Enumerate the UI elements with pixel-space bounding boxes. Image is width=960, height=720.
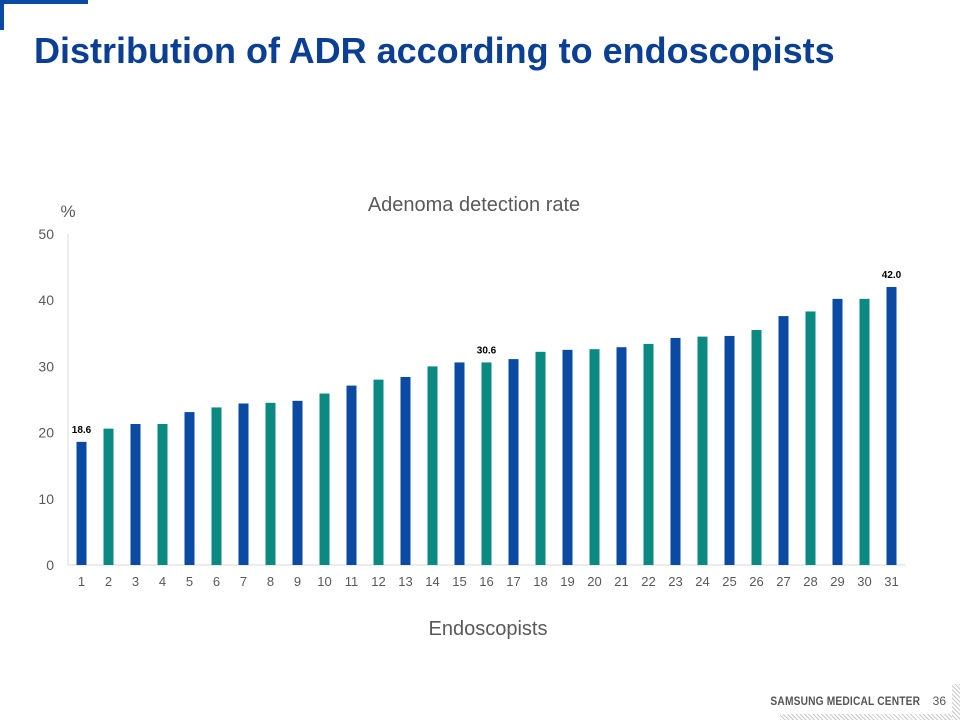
x-tick-label: 10 [317,574,331,589]
data-label: 42.0 [882,270,902,281]
x-tick-label: 4 [159,574,166,589]
x-tick-label: 28 [803,574,817,589]
page-number: 36 [932,694,946,708]
corner-accent-vertical [0,0,4,30]
y-tick-label: 20 [38,425,54,441]
x-tick-label: 24 [695,574,709,589]
corner-accent-horizontal [0,0,88,4]
x-tick-label: 6 [213,574,220,589]
bar-endoscopist-17 [508,359,519,565]
x-tick-label: 15 [452,574,466,589]
x-tick-label: 2 [105,574,112,589]
x-tick-label: 7 [240,574,247,589]
bar-endoscopist-6 [211,407,222,565]
data-labels-group: 18.6 30.6 42.0 [72,270,902,436]
bar-endoscopist-26 [751,329,762,565]
x-tick-label: 18 [533,574,547,589]
x-tick-label: 31 [884,574,898,589]
x-tick-label: 29 [830,574,844,589]
bar-endoscopist-31 [886,286,897,565]
x-tick-label: 8 [267,574,274,589]
footer-hatch-side [952,684,960,720]
x-tick-label: 16 [479,574,493,589]
data-label: 18.6 [72,425,92,436]
y-axis-unit-label: % [60,202,75,221]
bar-endoscopist-18 [535,351,546,565]
bar-endoscopist-4 [157,423,168,565]
bar-endoscopist-7 [238,403,249,565]
bar-endoscopist-28 [805,311,816,565]
bars-group [76,286,897,565]
x-tick-label: 30 [857,574,871,589]
bar-endoscopist-24 [697,336,708,565]
x-tick-label: 13 [398,574,412,589]
x-tick-label: 11 [345,574,359,589]
bar-endoscopist-11 [346,385,357,565]
y-tick-label: 40 [38,292,54,308]
y-tick-label: 30 [38,358,54,374]
bar-endoscopist-10 [319,393,330,565]
bar-endoscopist-25 [724,335,735,565]
bar-endoscopist-5 [184,412,195,565]
bar-endoscopist-2 [103,428,114,565]
bar-endoscopist-27 [778,316,789,565]
bar-endoscopist-20 [589,349,600,565]
x-tick-label: 3 [132,574,139,589]
x-tick-label: 5 [186,574,193,589]
bar-endoscopist-12 [373,379,384,565]
y-tick-labels: 0 10 20 30 40 50 [38,226,54,573]
x-axis-label: Endoscopists [429,618,548,640]
y-tick-label: 50 [38,226,54,242]
bar-endoscopist-16 [481,362,492,565]
bar-endoscopist-30 [859,298,870,565]
x-tick-label: 1 [78,574,85,589]
bar-endoscopist-14 [427,366,438,565]
bar-endoscopist-9 [292,400,303,565]
footer-hatch-bottom [780,714,960,720]
x-tick-label: 22 [641,574,655,589]
chart-title: Adenoma detection rate [368,194,580,216]
x-tick-label: 17 [506,574,520,589]
x-tick-label: 25 [722,574,736,589]
bar-endoscopist-3 [130,423,141,565]
y-tick-label: 0 [46,557,54,573]
x-tick-labels: 1 2 3 4 5 6 7 8 9 10 11 12 13 14 15 16 17 18 19 20 21 22 23 24 2… [78,574,899,589]
bar-endoscopist-13 [400,376,411,565]
x-tick-label: 23 [668,574,682,589]
bar-endoscopist-21 [616,347,627,565]
footer-brand: SAMSUNG MEDICAL CENTER [770,694,920,708]
x-tick-label: 19 [560,574,574,589]
bar-endoscopist-15 [454,362,465,565]
data-label: 30.6 [477,345,497,356]
y-tick-label: 10 [38,491,54,507]
bar-endoscopist-23 [670,337,681,565]
x-tick-label: 21 [614,574,628,589]
x-tick-label: 12 [371,574,385,589]
bar-endoscopist-19 [562,349,573,565]
bar-endoscopist-8 [265,402,276,565]
x-tick-label: 20 [587,574,601,589]
x-tick-label: 27 [776,574,790,589]
bar-endoscopist-1 [76,441,87,565]
x-tick-label: 9 [294,574,301,589]
x-tick-label: 26 [749,574,763,589]
x-tick-label: 14 [425,574,439,589]
bar-endoscopist-22 [643,343,654,565]
bar-endoscopist-29 [832,298,843,565]
slide-title: Distribution of ADR according to endosco… [34,30,835,71]
